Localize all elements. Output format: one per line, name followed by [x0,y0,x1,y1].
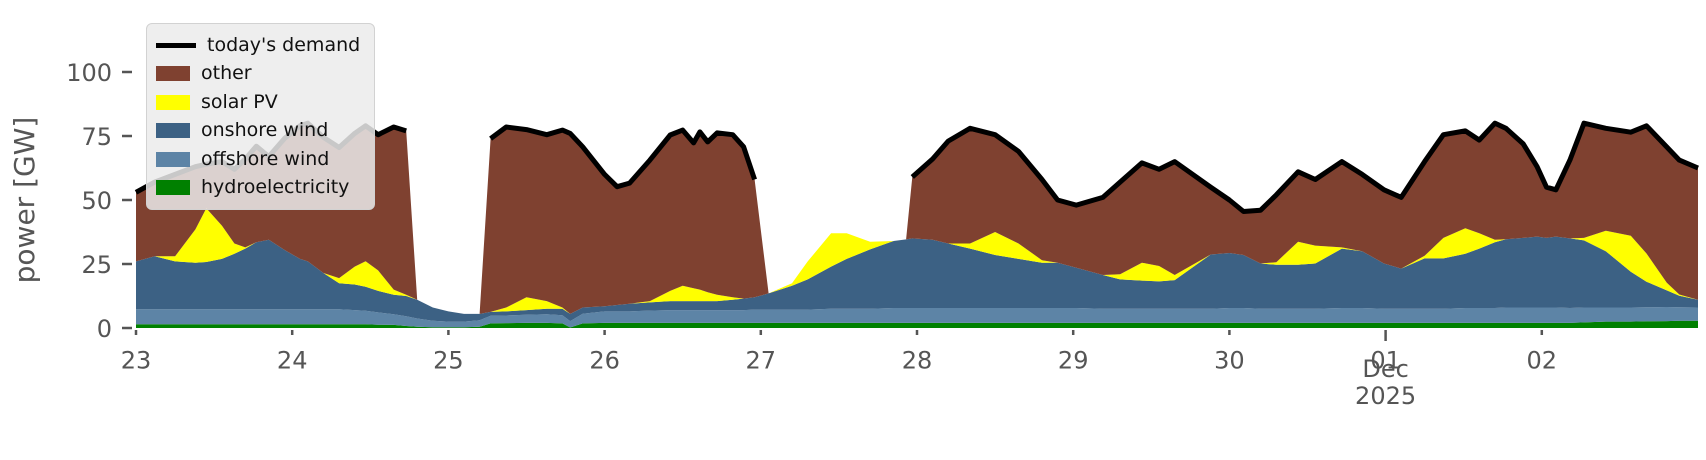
area-hydroelectricity [136,320,1698,328]
y-tick-label-25: 25 [81,251,112,279]
y-tick-label-100: 100 [66,59,112,87]
legend-item-hydroelectricity: hydroelectricity [156,174,360,203]
legend-item-solar_pv: solar PV [156,88,360,117]
x-tick-label-23: 23 [121,347,152,375]
area-offshore_wind [136,307,1698,328]
x-tick-label-30: 30 [1214,347,1245,375]
legend-label-hydroelectricity: hydroelectricity [201,176,350,199]
year-label: 2025 [1355,382,1416,410]
legend-item-onshore_wind: onshore wind [156,117,360,146]
legend-label-other: other [201,62,252,85]
x-tick-label-26: 26 [589,347,620,375]
legend-label-onshore_wind: onshore wind [201,119,329,142]
stacked-areas [136,123,1698,328]
x-tick-label-25: 25 [433,347,464,375]
legend-item-demand: today's demand [156,31,360,60]
onshore_wind-color-swatch [156,123,190,139]
area-other [136,123,1698,314]
y-tick-label-0: 0 [97,315,112,343]
solar_pv-color-swatch [156,94,190,110]
axis-ticks: 23 24 25 26 27 28 29 30 01 02 0 25 50 75 100 [66,59,1557,375]
legend-label-demand: today's demand [207,33,361,56]
x-tick-label-27: 27 [746,347,777,375]
y-tick-label-75: 75 [81,123,112,151]
legend-label-offshore_wind: offshore wind [201,147,330,170]
legend: today's demand other solar PV onshore wind o… [146,23,376,210]
x-tick-label-24: 24 [277,347,308,375]
x-tick-label-28: 28 [902,347,933,375]
legend-item-other: other [156,60,360,89]
area-onshore_wind [136,236,1698,322]
x-tick-label-01: 01 [1370,347,1401,375]
x-tick-label-29: 29 [1058,347,1089,375]
offshore_wind-color-swatch [156,151,190,167]
demand-line-sample [156,42,196,48]
y-axis-label: power [GW] [8,117,41,284]
legend-label-solar_pv: solar PV [201,90,278,113]
legend-item-offshore_wind: offshore wind [156,145,360,174]
x-tick-label-02: 02 [1527,347,1558,375]
other-color-swatch [156,66,190,82]
month-label: Dec [1362,355,1408,383]
y-tick-label-50: 50 [81,187,112,215]
hydroelectricity-color-swatch [156,180,190,196]
